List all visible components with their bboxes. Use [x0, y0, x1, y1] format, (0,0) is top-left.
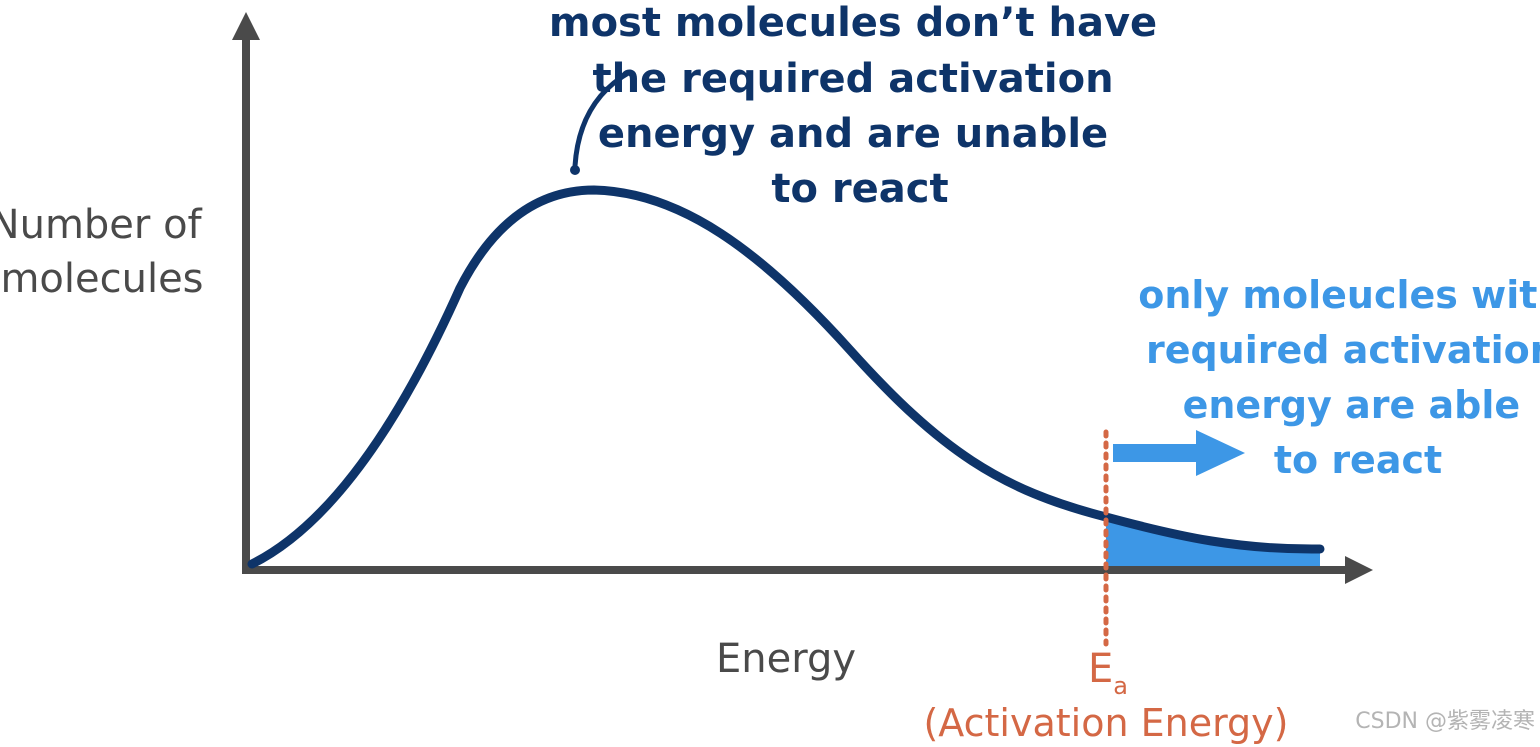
right-arrow-icon [1113, 430, 1245, 476]
x-axis-arrowhead [1345, 556, 1373, 584]
y-axis-label: Number of molecules [0, 202, 214, 302]
annotation-minority-line: energy are able [1183, 383, 1521, 427]
activation-energy-symbol: Ea [1088, 646, 1128, 700]
annotation-minority-line: only moleucles with [1138, 273, 1540, 317]
annotation-majority-line: most molecules don’t have [549, 0, 1157, 46]
distribution-curve [247, 185, 1325, 569]
activation-energy-subscript: a [1113, 672, 1128, 700]
y-axis-label-line: molecules [0, 256, 203, 302]
annotation-minority-line: to react [1274, 438, 1442, 482]
activation-energy-symbol-letter: E [1088, 646, 1113, 692]
activation-energy-label: (Activation Energy) [923, 701, 1288, 745]
annotation-minority: only moleucles with required activation … [1138, 273, 1540, 482]
annotation-pointer-dot [570, 165, 580, 175]
y-axis-arrowhead [232, 12, 260, 40]
annotation-majority-line: energy and are unable [598, 111, 1108, 157]
annotation-majority: most molecules don’t have the required a… [549, 0, 1171, 212]
y-axis-label-line: Number of [0, 202, 203, 248]
annotation-majority-line: to react [771, 166, 948, 212]
x-axis-label: Energy [716, 636, 856, 682]
annotation-minority-line: required activation [1146, 328, 1540, 372]
annotation-majority-line: the required activation [592, 56, 1113, 102]
watermark: CSDN @紫雾凌寒 [1355, 709, 1535, 734]
annotation-pointer-line [572, 69, 633, 169]
